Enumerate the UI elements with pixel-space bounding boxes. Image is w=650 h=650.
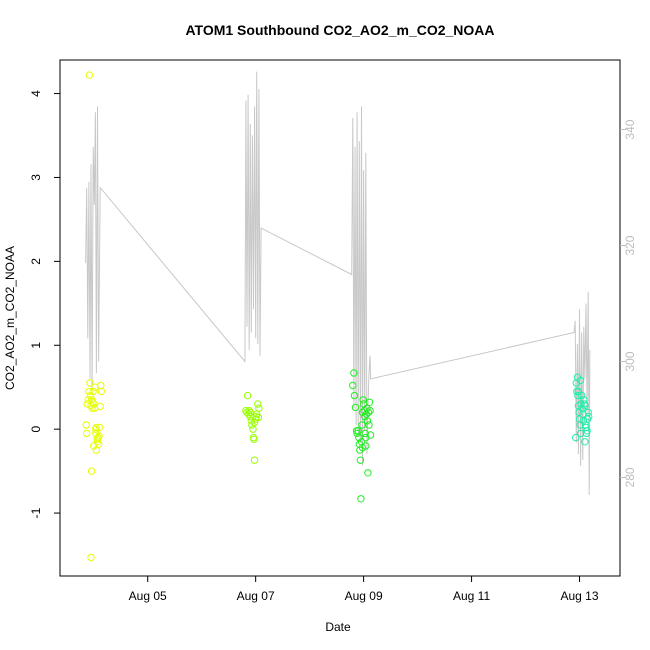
data-point	[359, 396, 367, 404]
data-point	[585, 412, 593, 421]
data-point	[349, 381, 357, 390]
y-left-tick-label: 2	[29, 258, 43, 265]
data-point	[576, 376, 585, 385]
data-point	[89, 387, 97, 396]
x-tick-label: Aug 11	[453, 589, 490, 603]
data-point	[82, 421, 90, 429]
data-point	[250, 435, 258, 443]
x-tick-label: Aug 05	[129, 589, 167, 603]
data-point	[97, 387, 106, 396]
data-point	[84, 396, 93, 404]
plot-frame	[59, 59, 621, 577]
data-point	[83, 429, 91, 438]
data-point	[572, 379, 580, 387]
data-point	[584, 408, 592, 417]
data-point	[351, 403, 360, 412]
data-point	[245, 407, 253, 415]
point-series-layer	[82, 71, 593, 562]
data-point	[366, 431, 375, 439]
data-point	[350, 369, 358, 377]
data-point	[96, 402, 104, 411]
data-point	[357, 495, 365, 503]
y-left-tick-label: 0	[29, 426, 43, 433]
data-point	[85, 387, 93, 396]
data-point	[366, 407, 374, 415]
x-tick-label: Aug 07	[237, 589, 275, 603]
series-line	[85, 71, 591, 495]
data-point	[95, 432, 103, 440]
data-point	[254, 400, 262, 408]
data-point	[358, 443, 367, 452]
data-point	[250, 456, 259, 464]
x-tick-label: Aug 09	[345, 589, 383, 603]
x-axis-label: Date	[325, 620, 351, 634]
data-point	[350, 391, 359, 400]
y-left-tick-label: 1	[29, 342, 43, 349]
data-point	[91, 425, 100, 433]
data-point	[356, 456, 365, 464]
data-point	[90, 400, 98, 408]
y-left-tick-label: 4	[29, 90, 43, 97]
data-point	[96, 423, 104, 432]
x-tick-label: Aug 13	[560, 589, 598, 603]
data-point	[87, 553, 95, 562]
y-right-tick-label: 280	[623, 467, 637, 487]
data-point	[246, 408, 255, 417]
data-point	[254, 413, 263, 422]
data-point	[359, 400, 368, 408]
y-axis-label: CO2_AO2_m_CO2_NOAA	[3, 246, 17, 390]
chart-title: ATOM1 Southbound CO2_AO2_m_CO2_NOAA	[185, 22, 494, 38]
data-point	[85, 71, 94, 79]
y-axis-left-ticks: -1 0 1 2 3 4	[29, 90, 60, 518]
data-point	[365, 398, 374, 406]
data-point	[574, 387, 583, 396]
y-axis-right-ticks: 280 300 320 340	[620, 119, 637, 487]
data-point	[365, 421, 373, 429]
data-point	[579, 417, 587, 425]
data-point	[361, 429, 369, 438]
data-point	[249, 425, 257, 433]
data-point	[581, 402, 589, 410]
line-series-layer	[85, 71, 591, 495]
data-point	[364, 408, 373, 417]
data-point	[364, 469, 372, 477]
data-point	[243, 391, 252, 400]
data-point	[92, 423, 101, 432]
data-point	[92, 446, 101, 454]
data-point	[87, 467, 96, 475]
y-left-tick-label: 3	[29, 174, 43, 181]
data-point	[583, 427, 591, 435]
data-point	[86, 379, 94, 387]
data-point	[574, 391, 582, 400]
data-point	[581, 438, 589, 446]
x-axis-ticks: Aug 05 Aug 07 Aug 09 Aug 11 Aug 13	[129, 576, 599, 603]
y-right-tick-label: 320	[623, 235, 637, 255]
y-right-tick-label: 340	[623, 119, 637, 139]
data-point	[255, 404, 263, 412]
y-right-tick-label: 300	[623, 351, 637, 371]
data-point	[363, 417, 372, 425]
y-left-tick-label: -1	[29, 507, 43, 518]
data-point	[358, 421, 366, 429]
data-point	[572, 433, 580, 442]
